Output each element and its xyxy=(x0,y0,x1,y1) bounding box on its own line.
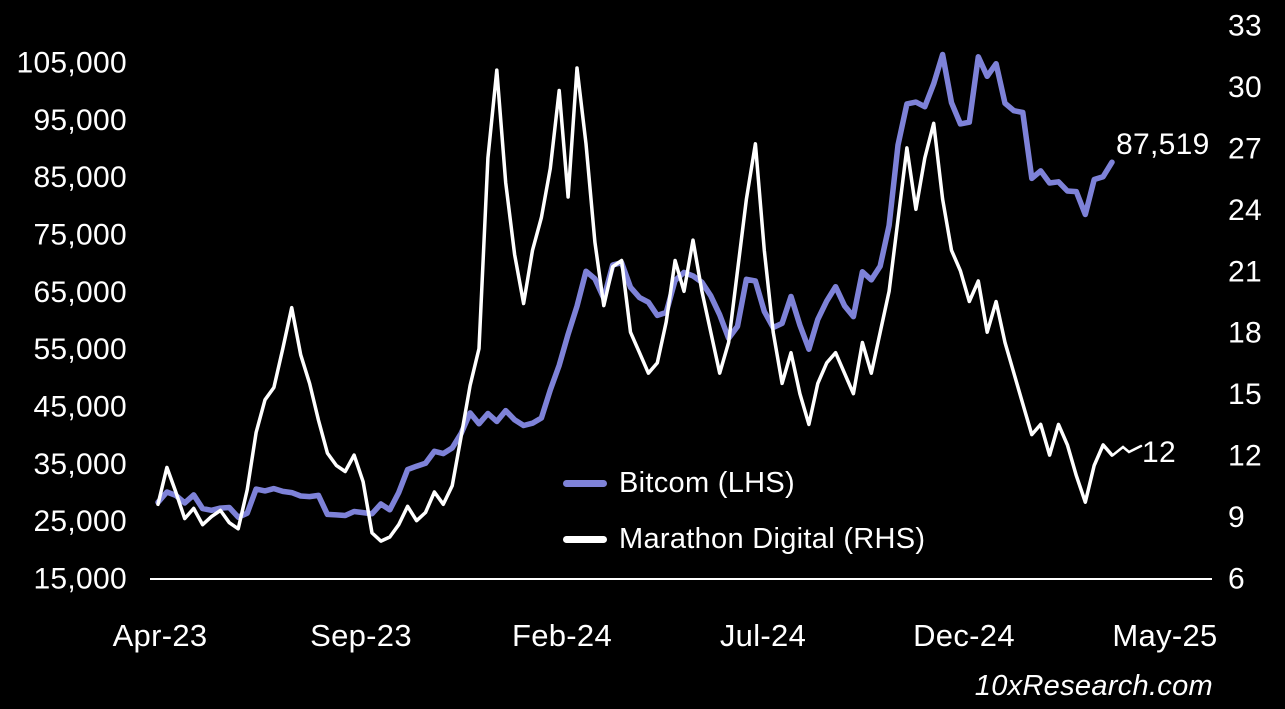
right-axis-tick-label: 9 xyxy=(1228,501,1245,534)
right-axis-tick-label: 24 xyxy=(1228,194,1262,227)
marathon-last-value-label: 12 xyxy=(1142,436,1176,469)
left-axis-tick-label: 15,000 xyxy=(33,563,127,596)
left-axis-tick-label: 85,000 xyxy=(33,161,127,194)
right-axis-tick-label: 30 xyxy=(1228,71,1262,104)
left-axis-tick-label: 65,000 xyxy=(33,276,127,309)
right-axis-tick-label: 15 xyxy=(1228,378,1262,411)
left-axis-tick-label: 95,000 xyxy=(33,104,127,137)
bitcoin-last-value-label: 87,519 xyxy=(1116,128,1210,161)
legend-item-marathon: Marathon Digital (RHS) xyxy=(563,511,925,567)
left-axis-tick-label: 25,000 xyxy=(33,505,127,538)
legend-item-bitcoin: Bitcom (LHS) xyxy=(563,455,925,511)
left-axis-tick-label: 75,000 xyxy=(33,219,127,252)
right-axis-tick-label: 6 xyxy=(1228,563,1245,596)
right-axis-tick-label: 21 xyxy=(1228,255,1262,288)
marathon-line-swatch xyxy=(563,535,607,543)
right-axis-tick-label: 18 xyxy=(1228,317,1262,350)
legend: Bitcom (LHS) Marathon Digital (RHS) xyxy=(563,455,925,567)
left-axis-tick-label: 55,000 xyxy=(33,333,127,366)
marathon-annotation-leader xyxy=(1111,444,1143,457)
legend-label-marathon: Marathon Digital (RHS) xyxy=(619,522,926,555)
x-axis-tick-label: Apr-23 xyxy=(113,618,208,653)
bitcoin-price-line xyxy=(155,51,1115,520)
right-axis-tick-label: 12 xyxy=(1228,440,1262,473)
left-axis-tick-label: 105,000 xyxy=(16,47,127,80)
marathon-price-line xyxy=(156,66,1114,543)
x-axis-tick-label: Feb-24 xyxy=(512,618,612,653)
right-axis-tick-label: 33 xyxy=(1228,10,1262,43)
x-axis-tick-label: May-25 xyxy=(1112,618,1217,653)
right-axis-tick-label: 27 xyxy=(1228,132,1262,165)
left-axis-tick-label: 35,000 xyxy=(33,448,127,481)
legend-label-bitcoin: Bitcom (LHS) xyxy=(619,466,796,499)
x-axis-tick-label: Sep-23 xyxy=(310,618,412,653)
x-axis-tick-label: Dec-24 xyxy=(913,618,1015,653)
left-axis-tick-label: 45,000 xyxy=(33,391,127,424)
bitcoin-line-swatch xyxy=(563,479,607,487)
watermark-10xresearch: 10xResearch.com xyxy=(974,670,1213,702)
x-axis-tick-label: Jul-24 xyxy=(720,618,806,653)
